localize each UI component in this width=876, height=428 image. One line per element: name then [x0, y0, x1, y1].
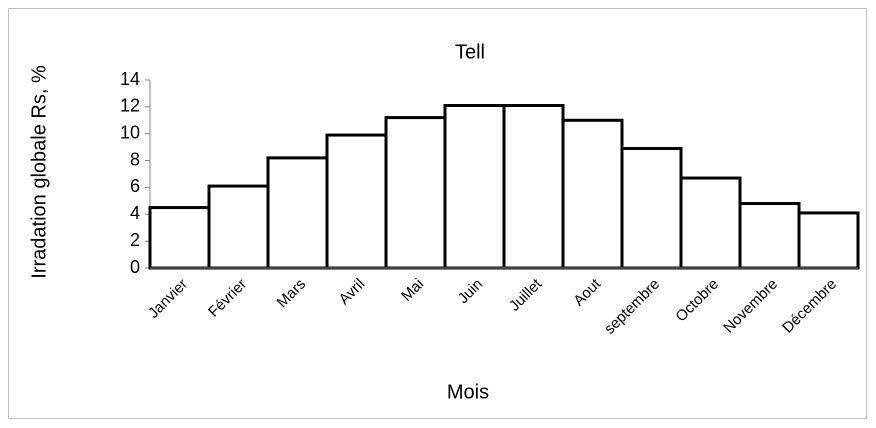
y-tick-label: 12 [120, 96, 140, 116]
y-axis-label: Irradation globale Rs, % [28, 65, 50, 279]
x-axis-label: Mois [447, 381, 489, 403]
y-tick-label: 8 [130, 149, 140, 169]
bar [266, 156, 329, 270]
y-tick-label: 14 [120, 69, 140, 89]
bar [738, 202, 801, 270]
bar [325, 133, 388, 270]
bar [561, 118, 624, 270]
y-tick-label: 6 [130, 176, 140, 196]
bar [502, 104, 565, 270]
bar [443, 104, 506, 270]
y-tick-label: 2 [130, 230, 140, 250]
bar [207, 184, 270, 270]
bar [620, 146, 683, 270]
bar [797, 211, 860, 270]
bar [679, 176, 742, 270]
y-tick-label: 0 [130, 257, 140, 277]
bar [384, 116, 447, 270]
y-tick-label: 4 [130, 203, 140, 223]
bar [148, 206, 211, 270]
y-tick-label: 10 [120, 122, 140, 142]
chart-title: Tell [455, 41, 485, 63]
